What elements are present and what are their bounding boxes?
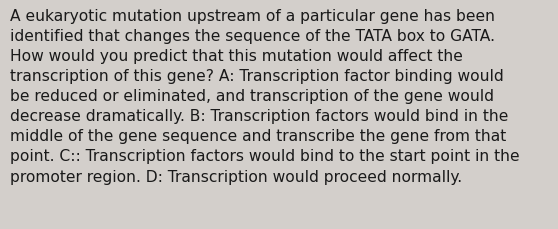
Text: A eukaryotic mutation upstream of a particular gene has been
identified that cha: A eukaryotic mutation upstream of a part… (10, 9, 519, 184)
